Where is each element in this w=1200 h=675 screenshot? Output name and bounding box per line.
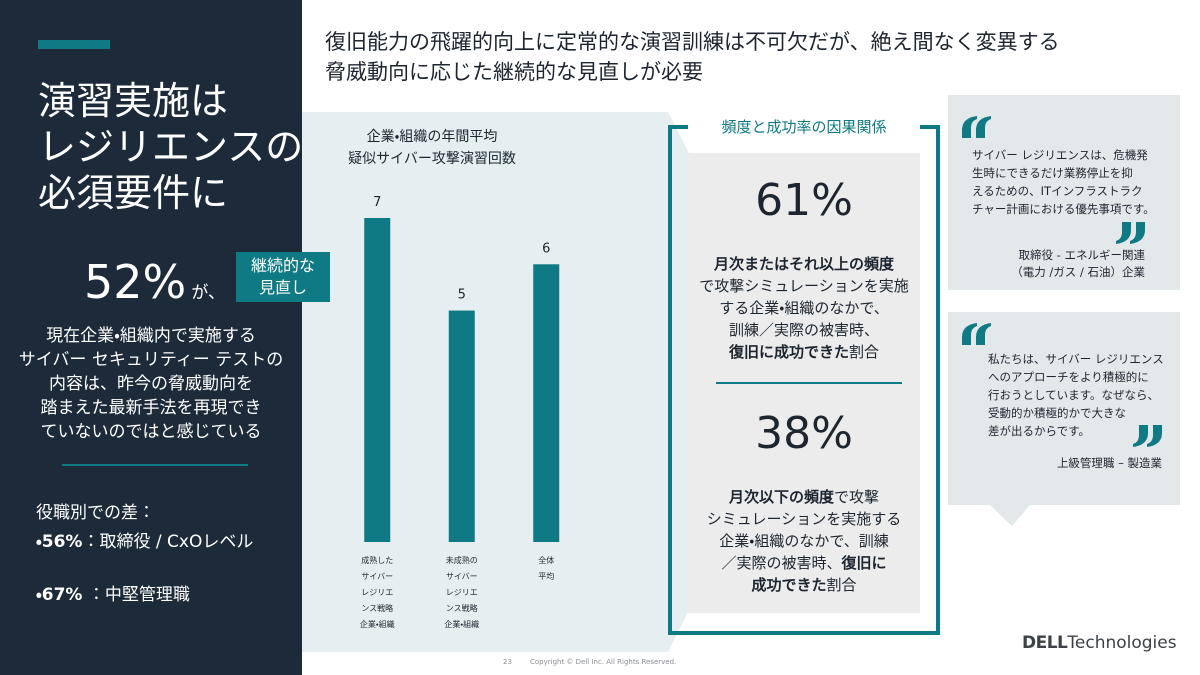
accent-bar: [38, 40, 110, 49]
diff-value: ・67%: [36, 585, 83, 605]
quote-text: 私たちは、サイバー レジリエンス へのアプローチをより積極的に 行おうとしていま…: [988, 352, 1164, 438]
copyright: Copyright © Dell Inc. All Rights Reserve…: [530, 658, 677, 666]
logo-brand: DELL: [1022, 633, 1068, 653]
bold-run: 復旧に 成功できた: [751, 554, 887, 594]
quote-attribution: 上級管理職 – 製造業: [1056, 456, 1162, 470]
quote-marks: [962, 116, 1162, 447]
logo-suffix: Technologies: [1067, 633, 1177, 653]
diff-label: ：中堅管理職: [82, 585, 190, 605]
causal-text: 月次またはそれ以上の頻度 で攻撃シミュレーションを実施 する企業・組織のなかで、…: [688, 253, 920, 363]
quote-text: サイバー レジリエンスは、危機発 生時にできるだけ業務停止を抑 えるための、IT…: [972, 148, 1155, 216]
bar: [533, 264, 560, 542]
bold-run: 月次以下の頻度: [728, 488, 834, 506]
stat-row: 52% が、: [84, 255, 225, 309]
chart-title: 企業・組織の年間平均 疑似サイバー攻撃演習回数: [348, 129, 516, 167]
quote-box: [948, 95, 1180, 290]
x-tick-label: 未成熟の サイバー レジリエ ンス戦略 企業・組織: [444, 556, 480, 629]
quote-tail: [990, 505, 1030, 526]
run: で攻撃シミュレーションを実施 する企業・組織のなかで、 訓練／実際の被害時、: [699, 277, 909, 339]
causal-title: 頻度と成功率の因果関係: [688, 116, 920, 137]
value-label: 5: [458, 288, 466, 303]
description: 現在企業・組織内で実施する サイバー セキュリティー テストの 内容は、昨今の脅…: [18, 326, 284, 442]
bar: [448, 310, 475, 542]
diff-heading: 役職別での差：: [36, 503, 155, 523]
quote-box: [948, 312, 1180, 505]
run: 割合: [826, 576, 857, 594]
logo: DELLTechnologies: [1022, 633, 1177, 653]
bar: [364, 218, 391, 542]
bracket: [668, 125, 940, 635]
sidebar-title: 演習実施は レジリエンスの 必須要件に: [38, 79, 304, 215]
run: 割合: [849, 343, 880, 361]
causal-text: 月次以下の頻度で攻撃 シミュレーションを実施する 企業・組織のなかで、訓練 ／実…: [688, 486, 920, 596]
bar-chart: 7 5 6: [364, 195, 560, 542]
diff-label: ：取締役 / CxOレベル: [82, 532, 254, 552]
x-tick-label: 全体 平均: [538, 556, 555, 581]
causal-stat: 61%: [755, 175, 853, 226]
run: で攻撃 シミュレーションを実施する 企業・組織のなかで、訓練 ／実際の被害時、: [706, 488, 902, 572]
bold-run: 復旧に成功できた: [728, 343, 849, 361]
value-label: 6: [542, 241, 550, 256]
diff-row: ・67% ：中堅管理職: [36, 580, 190, 605]
close-quote: [1116, 222, 1145, 244]
quote-attribution: 取締役 - エネルギー関連 （電力 /ガス / 石油）企業: [1011, 248, 1145, 279]
headline: 復旧能力の飛躍的向上に定常的な演習訓練は不可欠だが、絶え間なく変異する 脅威動向…: [325, 30, 1060, 84]
open-quote: [962, 116, 991, 138]
value-label: 7: [373, 195, 381, 210]
stat: 52%: [84, 255, 187, 309]
diff-value: ・56%: [36, 532, 83, 552]
page-number: 23: [503, 658, 512, 666]
badge: 継続的な 見直し: [236, 252, 330, 302]
stat-suffix: が、: [191, 283, 226, 303]
bold-run: 月次またはそれ以上の頻度: [713, 255, 894, 273]
sidebar-bg: [0, 0, 302, 675]
diff-row: ・56%：取締役 / CxOレベル: [36, 527, 253, 552]
close-quote: [1133, 425, 1162, 447]
causal-stat: 38%: [755, 408, 853, 459]
x-tick-label: 成熟した サイバー レジリエ ンス戦略 企業・組織: [359, 556, 395, 629]
causal-title-text: 頻度と成功率の因果関係: [713, 118, 895, 136]
open-quote: [962, 323, 991, 345]
